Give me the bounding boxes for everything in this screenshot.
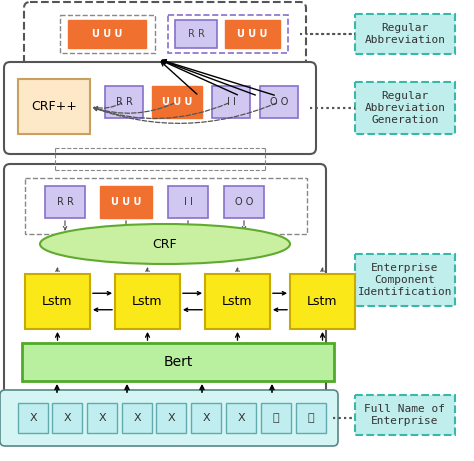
Text: Lstm: Lstm — [132, 295, 163, 308]
Bar — [122, 403, 152, 433]
Text: X: X — [133, 413, 141, 423]
Text: 司: 司 — [308, 413, 314, 423]
Bar — [152, 86, 202, 118]
Text: X: X — [237, 413, 245, 423]
Bar — [25, 274, 90, 329]
Bar — [260, 86, 298, 118]
Text: CRF: CRF — [153, 237, 177, 250]
Text: Full Name of
Enterprise: Full Name of Enterprise — [365, 404, 446, 426]
Text: Enterprise
Component
Identification: Enterprise Component Identification — [358, 263, 452, 296]
Text: 公: 公 — [273, 413, 279, 423]
Bar — [45, 186, 85, 218]
Text: Lstm: Lstm — [222, 295, 253, 308]
Text: CRF++: CRF++ — [31, 100, 77, 113]
FancyBboxPatch shape — [4, 164, 326, 431]
Text: Regular
Abbreviation
Generation: Regular Abbreviation Generation — [365, 91, 446, 124]
Bar — [60, 15, 155, 53]
Text: X: X — [98, 413, 106, 423]
Bar — [100, 186, 152, 218]
Bar — [355, 395, 455, 435]
FancyBboxPatch shape — [24, 2, 306, 66]
Ellipse shape — [40, 224, 290, 264]
Text: U U U: U U U — [92, 29, 122, 39]
Bar — [225, 20, 280, 48]
Bar — [355, 82, 455, 134]
Text: Lstm: Lstm — [307, 295, 338, 308]
Bar — [52, 403, 82, 433]
Text: R R: R R — [56, 197, 73, 207]
Text: I I: I I — [183, 197, 192, 207]
Bar — [115, 274, 180, 329]
Text: O O: O O — [270, 97, 288, 107]
Bar — [68, 20, 146, 48]
Text: X: X — [167, 413, 175, 423]
Bar — [226, 403, 256, 433]
Text: R R: R R — [116, 97, 132, 107]
Bar — [296, 403, 326, 433]
Text: U U U: U U U — [111, 197, 141, 207]
Bar — [205, 274, 270, 329]
Bar — [355, 254, 455, 306]
Bar — [25, 178, 307, 234]
Text: Lstm: Lstm — [42, 295, 73, 308]
FancyBboxPatch shape — [4, 62, 316, 154]
Text: O O: O O — [235, 197, 253, 207]
Bar — [290, 274, 355, 329]
Bar — [168, 15, 288, 53]
FancyBboxPatch shape — [0, 390, 338, 446]
Bar — [175, 20, 217, 48]
Bar — [191, 403, 221, 433]
Bar — [224, 186, 264, 218]
Bar — [22, 343, 334, 381]
Text: I I: I I — [227, 97, 236, 107]
Text: X: X — [29, 413, 37, 423]
Text: R R: R R — [188, 29, 204, 39]
Bar — [168, 186, 208, 218]
Text: U U U: U U U — [237, 29, 268, 39]
Text: X: X — [202, 413, 210, 423]
Bar — [18, 403, 48, 433]
Bar — [18, 79, 90, 134]
Bar — [212, 86, 250, 118]
Bar — [105, 86, 143, 118]
Bar — [355, 14, 455, 54]
Bar — [156, 403, 186, 433]
Bar — [87, 403, 117, 433]
Text: Bert: Bert — [164, 355, 193, 369]
Text: Regular
Abbreviation: Regular Abbreviation — [365, 23, 446, 45]
Text: U U U: U U U — [162, 97, 192, 107]
Bar — [261, 403, 291, 433]
Text: X: X — [63, 413, 71, 423]
